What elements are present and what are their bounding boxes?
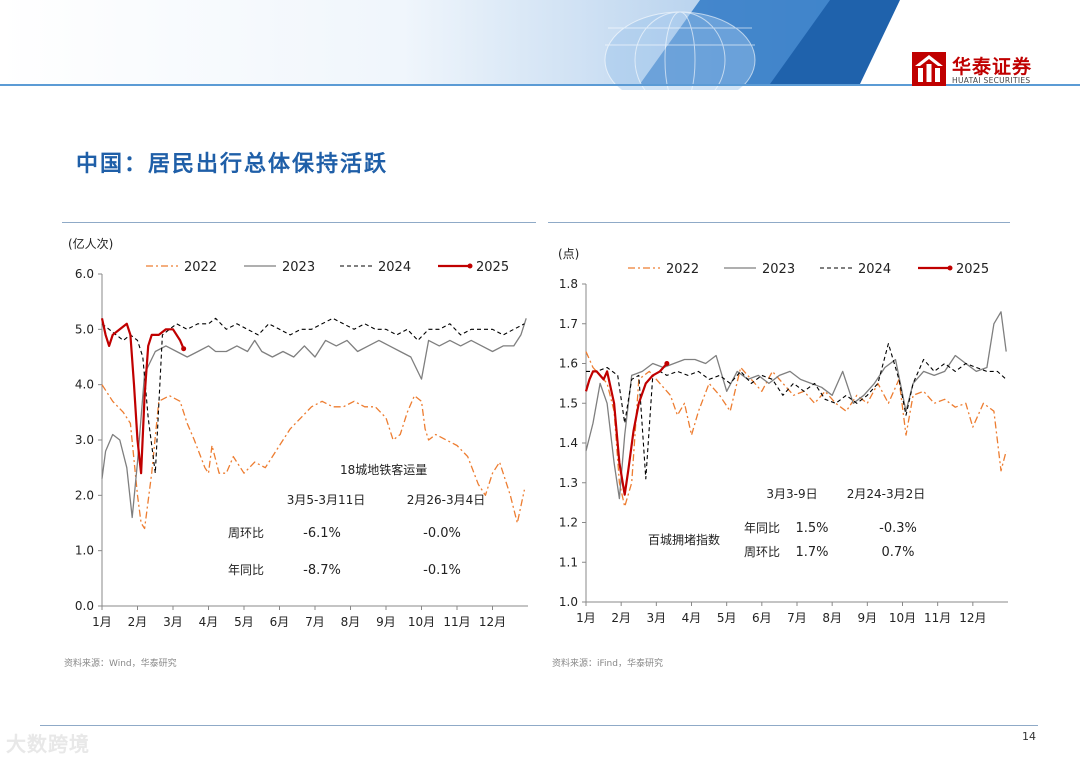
x-tick-label: 12月 [479,615,506,629]
annotation-row2-v1: 1.7% [795,545,828,560]
x-tick-label: 11月 [443,615,470,629]
x-tick-label: 6月 [270,615,290,629]
y-tick-label: 1.2 [559,516,578,530]
y-tick-label: 1.6 [559,357,578,371]
page-number: 14 [1022,730,1036,743]
annotation-row1-v1: -6.1% [303,526,341,541]
y-tick-label: 5.0 [75,322,94,336]
x-tick-label: 2月 [128,615,148,629]
y-tick-label: 6.0 [75,267,94,281]
x-tick-label: 8月 [341,615,361,629]
series-line-2024 [101,317,525,474]
y-unit-label: (点) [558,247,579,261]
left-panel-rule [62,222,536,223]
series-endpoint-2025 [181,346,187,352]
legend-label-2023: 2023 [282,260,315,275]
x-tick-label: 11月 [924,611,951,625]
watermark: 大数跨境 [6,732,90,756]
series-line-2025 [100,318,185,475]
annotation-row1-v2: -0.3% [879,521,917,536]
x-tick-label: 9月 [376,615,396,629]
series-endpoint-2025 [664,361,670,366]
y-tick-label: 1.1 [559,555,578,569]
annotation-row1-v1: 1.5% [795,521,828,536]
header-decoration [0,0,1080,90]
huatai-logo-icon [912,52,946,86]
x-tick-label: 2月 [611,611,631,625]
y-unit-label: (亿人次) [68,236,113,251]
y-tick-label: 1.3 [559,476,578,490]
x-tick-label: 1月 [92,615,112,629]
annotation-col1: 3月3-9日 [766,487,817,501]
legend-label-2024: 2024 [858,262,891,277]
legend-label-2024: 2024 [378,260,411,275]
brand-logo: 华泰证券 HUATAI SECURITIES [910,50,1060,90]
annotation-row2-v1: -8.7% [303,563,341,578]
legend-marker-2025 [947,265,953,271]
y-tick-label: 2.0 [75,488,94,502]
annotation-row2-label: 年同比 [228,563,264,577]
annotation-row1-label: 年同比 [744,521,780,535]
right-panel-rule [548,222,1010,223]
right-source-note: 资料来源：iFind，华泰研究 [552,659,663,669]
y-tick-label: 4.0 [75,378,94,392]
series-line-2022 [101,384,526,530]
legend-label-2025: 2025 [956,262,989,277]
x-tick-label: 12月 [959,611,986,625]
legend-label-2023: 2023 [762,262,795,277]
y-tick-label: 1.4 [559,436,578,450]
x-tick-label: 10月 [408,615,435,629]
series-line-2025 [584,362,668,496]
x-tick-label: 9月 [858,611,878,625]
legend-label-2022: 2022 [666,262,699,277]
annotation-col2: 2月26-3月4日 [407,493,486,507]
left-source-note: 资料来源：Wind，华泰研究 [64,659,177,669]
annotation-title: 百城拥堵指数 [648,532,720,547]
x-tick-label: 5月 [234,615,254,629]
y-tick-label: 1.8 [559,277,578,291]
x-tick-label: 1月 [576,611,596,625]
congestion-index-svg: (点) 1.0 1.1 1.2 1.3 1.4 1.5 1.6 1.7 1.8 1月 2月 3月 4月 5月… [558,247,1008,625]
y-tick-label: 0.0 [75,599,94,613]
annotation-col1: 3月5-3月11日 [287,493,366,507]
footer-rule [40,725,1038,726]
x-tick-label: 8月 [822,611,842,625]
x-tick-label: 7月 [305,615,325,629]
x-tick-label: 5月 [717,611,737,625]
page-title: 中国：居民出行总体保持活跃 [76,151,389,177]
x-tick-label: 7月 [787,611,807,625]
header-banner: 华泰证券 HUATAI SECURITIES [0,0,1080,90]
x-tick-label: 10月 [889,611,916,625]
series-line-2024 [586,343,1007,480]
annotation-row1-label: 周环比 [228,526,264,540]
x-tick-label: 4月 [199,615,219,629]
y-tick-label: 1.5 [559,396,578,410]
y-tick-label: 1.0 [559,595,578,609]
brand-subtitle: HUATAI SECURITIES [952,76,1031,85]
annotation-row1-v2: -0.0% [423,526,461,541]
annotation-row2-v2: 0.7% [881,545,914,560]
annotation-row2-label: 周环比 [744,545,780,559]
annotation-title: 18城地铁客运量 [340,462,427,477]
y-tick-label: 1.7 [559,317,578,331]
x-tick-label: 3月 [647,611,667,625]
legend-label-2025: 2025 [476,260,509,275]
y-tick-label: 1.0 [75,544,94,558]
congestion-index-chart: (点) 1.0 1.1 1.2 1.3 1.4 1.5 1.6 1.7 1.8 1月 2月 3月 4月 5月… [548,226,1028,646]
annotation-row2-v2: -0.1% [423,563,461,578]
x-tick-label: 4月 [682,611,702,625]
x-tick-label: 6月 [752,611,772,625]
subway-ridership-chart: (亿人次) 0.0 1.0 2.0 3.0 4.0 5.0 6.0 1月 2月 3月 4月 5月 6月 7月… [58,226,538,646]
header-rule [0,84,1080,86]
subway-ridership-svg: (亿人次) 0.0 1.0 2.0 3.0 4.0 5.0 6.0 1月 2月 3月 4月 5月 6月 7月… [68,236,528,629]
globe-icon [605,12,755,90]
brand-name: 华泰证券 [952,56,1033,78]
series-line-2023 [101,318,527,519]
legend-marker-2025 [467,263,473,269]
x-tick-label: 3月 [163,615,183,629]
y-tick-label: 3.0 [75,433,94,447]
legend-label-2022: 2022 [184,260,217,275]
series-line-2023 [585,311,1007,500]
annotation-col2: 2月24-3月2日 [847,487,926,501]
